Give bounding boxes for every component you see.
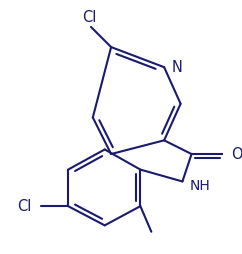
Text: O: O — [231, 147, 242, 162]
Text: Cl: Cl — [82, 10, 96, 25]
Text: N: N — [172, 60, 182, 75]
Text: Cl: Cl — [17, 199, 31, 214]
Text: NH: NH — [190, 179, 211, 193]
